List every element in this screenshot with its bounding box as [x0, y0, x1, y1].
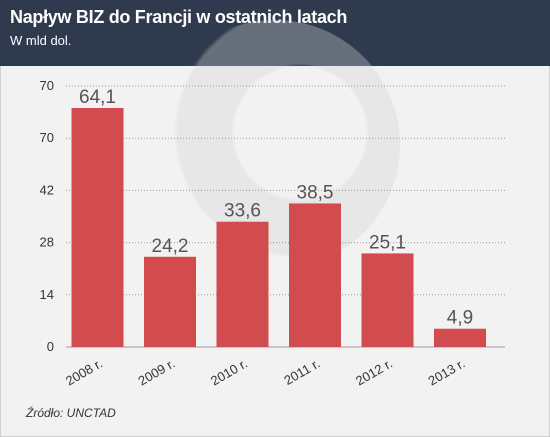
- bar: [289, 203, 341, 347]
- bar-value-label: 64,1: [79, 87, 116, 108]
- bar: [434, 328, 486, 347]
- x-tick-label: 2011 r.: [281, 356, 322, 388]
- bar-value-label: 33,6: [224, 201, 261, 222]
- x-tick-label: 2013 r.: [426, 356, 468, 389]
- bar: [144, 256, 196, 347]
- bar-value-label: 4,9: [447, 308, 473, 329]
- y-tick-label: 42: [40, 182, 54, 197]
- chart-title: Napływ BIZ do Francji w ostatnich latach: [10, 7, 348, 27]
- y-tick-label: 0: [47, 339, 54, 354]
- bar-value-label: 24,2: [152, 236, 189, 257]
- bar: [71, 107, 124, 348]
- bar-value-label: 25,1: [369, 232, 406, 253]
- x-tick-label: 2008 r.: [63, 356, 105, 389]
- chart-header: Napływ BIZ do Francji w ostatnich latach…: [0, 0, 550, 66]
- chart-subtitle: W mld dol.: [10, 33, 72, 48]
- y-tick-label: 70: [40, 78, 54, 93]
- x-tick-label: 2009 r.: [136, 356, 178, 389]
- y-tick-label: 28: [40, 235, 54, 250]
- x-tick-label: 2012 r.: [353, 356, 395, 389]
- source-note: Źródło: UNCTAD: [26, 406, 116, 420]
- x-tick-label: 2010 r.: [208, 356, 250, 389]
- y-tick-label: 70: [40, 130, 54, 145]
- bar: [361, 253, 414, 347]
- bar: [216, 221, 269, 347]
- bar-value-label: 38,5: [297, 182, 334, 203]
- y-tick-label: 14: [40, 287, 54, 302]
